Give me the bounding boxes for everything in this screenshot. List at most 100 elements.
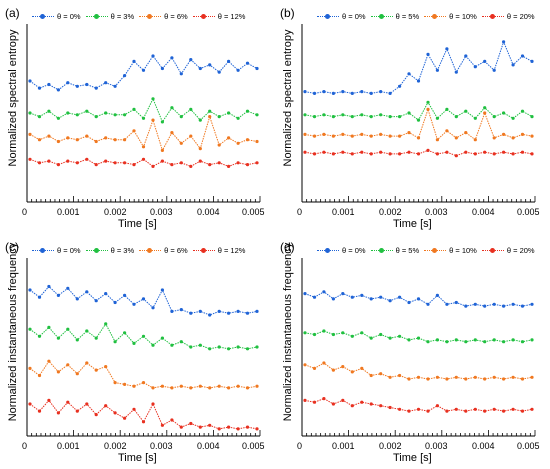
data-point	[198, 159, 202, 163]
data-point	[94, 115, 98, 119]
data-point	[236, 161, 240, 165]
data-point	[426, 409, 430, 413]
data-point	[454, 407, 458, 411]
data-point	[47, 284, 51, 289]
data-point	[255, 113, 259, 117]
x-tick-label: 0.003	[150, 441, 173, 451]
data-point	[104, 159, 108, 163]
legend-item: θ = 10%	[424, 246, 477, 255]
data-point	[492, 407, 496, 411]
data-point	[464, 54, 468, 58]
data-point	[331, 134, 335, 138]
data-point	[445, 107, 449, 111]
data-point	[227, 386, 231, 390]
data-point	[530, 152, 534, 156]
legend-item: θ = 5%	[370, 246, 419, 255]
data-point	[407, 377, 411, 381]
data-point	[75, 161, 79, 165]
data-point	[227, 136, 231, 140]
data-point	[75, 138, 79, 142]
x-tick-label: 0.005	[242, 207, 265, 217]
panel-a: (a) Normalized spectral entropy θ = 0% θ…	[0, 0, 275, 234]
data-point	[198, 425, 202, 429]
data-point	[511, 375, 515, 379]
data-point	[454, 338, 458, 342]
data-point	[56, 336, 61, 340]
data-point	[312, 332, 317, 337]
data-point	[520, 54, 525, 58]
x-axis-label: Time [s]	[118, 218, 157, 230]
data-point	[492, 115, 496, 119]
data-point	[360, 113, 364, 117]
data-point	[312, 115, 317, 119]
data-point	[350, 115, 354, 119]
data-point	[388, 299, 392, 303]
series-line	[304, 107, 533, 141]
data-point	[464, 131, 468, 135]
data-point	[379, 372, 383, 376]
data-point	[473, 338, 477, 342]
data-point	[37, 86, 42, 90]
legend: θ = 0% θ = 5% θ = 10% θ = 20%	[317, 246, 540, 255]
legend-item: θ = 0%	[32, 246, 81, 255]
data-point	[236, 427, 240, 431]
x-tick-label: 0.004	[472, 441, 495, 451]
data-point	[322, 290, 326, 294]
x-tick-label: 0.001	[57, 441, 80, 451]
data-point	[445, 377, 449, 381]
data-point	[179, 72, 183, 76]
data-point	[94, 139, 98, 144]
data-point	[520, 377, 525, 381]
x-tick-label: 0	[22, 441, 28, 451]
data-point	[132, 341, 136, 345]
data-point	[47, 159, 51, 163]
legend-item: θ = 20%	[481, 12, 535, 21]
data-point	[303, 113, 307, 117]
data-point	[104, 81, 108, 85]
data-point	[435, 375, 439, 379]
data-point	[483, 111, 487, 115]
data-point	[170, 309, 174, 313]
data-point	[303, 363, 307, 367]
data-point	[502, 150, 506, 154]
data-point	[245, 163, 250, 167]
data-point	[416, 336, 421, 340]
data-point	[170, 343, 174, 347]
legend-item: θ = 12%	[192, 12, 245, 21]
data-point	[483, 106, 487, 110]
x-tick-label: 0.004	[472, 207, 495, 217]
data-point	[66, 159, 70, 163]
data-point	[151, 97, 155, 101]
y-axis-label: Normalized instantaneous frequency	[282, 242, 294, 422]
data-point	[473, 407, 477, 411]
data-point	[426, 52, 430, 56]
data-point	[255, 384, 259, 388]
data-point	[416, 152, 421, 156]
data-point	[123, 416, 127, 420]
legend-item: θ = 6%	[139, 246, 188, 255]
data-point	[388, 152, 392, 156]
data-point	[407, 111, 411, 115]
data-point	[227, 164, 231, 168]
data-point	[160, 384, 164, 388]
data-point	[255, 309, 259, 313]
data-point	[530, 338, 534, 342]
data-point	[198, 384, 202, 388]
data-point	[160, 148, 164, 152]
x-tick-label: 0	[297, 441, 303, 451]
data-point	[94, 163, 98, 167]
data-point	[464, 377, 468, 381]
data-point	[435, 152, 439, 156]
data-point	[28, 402, 32, 406]
data-point	[37, 138, 42, 142]
data-point	[217, 427, 221, 431]
data-point	[37, 161, 42, 165]
data-point	[520, 150, 525, 154]
data-point	[350, 334, 354, 338]
data-point	[160, 159, 164, 163]
data-point	[416, 407, 421, 411]
data-point	[94, 336, 98, 340]
data-point	[208, 423, 212, 427]
data-point	[502, 132, 506, 136]
